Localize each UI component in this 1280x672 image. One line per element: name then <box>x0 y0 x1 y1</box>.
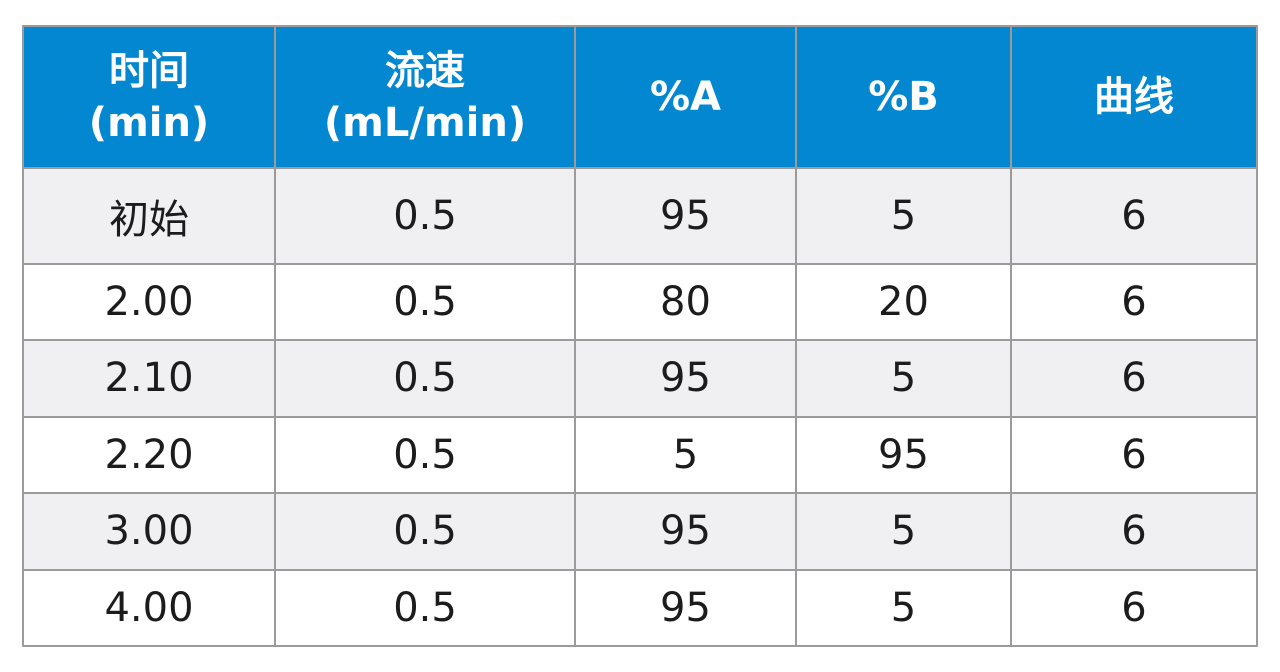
header-time-label: 时间 <box>109 48 189 94</box>
header-curve: 曲线 <box>1012 27 1256 167</box>
cell-percent-a: 95 <box>576 169 795 263</box>
cell-time: 初始 <box>24 169 274 263</box>
header-flow-rate-unit: (mL/min) <box>323 100 527 146</box>
gradient-table-container: 时间 (min) 流速 (mL/min) %A %B 曲线 <box>22 25 1258 647</box>
gradient-table: 时间 (min) 流速 (mL/min) %A %B 曲线 <box>22 25 1258 647</box>
cell-time: 2.20 <box>24 417 274 493</box>
cell-flow-rate: 0.5 <box>276 570 574 645</box>
cell-flow-rate: 0.5 <box>276 264 574 340</box>
cell-percent-b: 5 <box>797 494 1010 569</box>
table-row: 4.00 0.5 95 5 6 <box>24 570 1256 645</box>
table-row: 2.10 0.5 95 5 6 <box>24 341 1256 416</box>
header-row: 时间 (min) 流速 (mL/min) %A %B 曲线 <box>24 27 1256 167</box>
cell-percent-a: 95 <box>576 494 795 569</box>
table-row: 初始 0.5 95 5 6 <box>24 169 1256 263</box>
cell-flow-rate: 0.5 <box>276 169 574 263</box>
cell-flow-rate: 0.5 <box>276 341 574 416</box>
cell-curve: 6 <box>1012 264 1256 340</box>
table-row: 3.00 0.5 95 5 6 <box>24 494 1256 569</box>
cell-percent-b: 20 <box>797 264 1010 340</box>
header-percent-a: %A <box>576 27 795 167</box>
header-curve-label: 曲线 <box>1094 74 1174 120</box>
header-flow-rate-label: 流速 <box>385 48 465 94</box>
header-percent-b-label: %B <box>868 74 939 120</box>
table-row: 2.20 0.5 5 95 6 <box>24 417 1256 493</box>
cell-curve: 6 <box>1012 417 1256 493</box>
cell-time: 3.00 <box>24 494 274 569</box>
cell-curve: 6 <box>1012 494 1256 569</box>
cell-flow-rate: 0.5 <box>276 417 574 493</box>
cell-percent-a: 5 <box>576 417 795 493</box>
cell-percent-b: 5 <box>797 570 1010 645</box>
header-percent-b: %B <box>797 27 1010 167</box>
header-time: 时间 (min) <box>24 27 274 167</box>
cell-curve: 6 <box>1012 169 1256 263</box>
cell-flow-rate: 0.5 <box>276 494 574 569</box>
cell-curve: 6 <box>1012 570 1256 645</box>
header-time-unit: (min) <box>88 100 210 146</box>
header-percent-a-label: %A <box>649 74 722 120</box>
cell-percent-b: 95 <box>797 417 1010 493</box>
cell-percent-a: 95 <box>576 341 795 416</box>
cell-time: 4.00 <box>24 570 274 645</box>
cell-percent-a: 95 <box>576 570 795 645</box>
cell-percent-b: 5 <box>797 341 1010 416</box>
cell-percent-a: 80 <box>576 264 795 340</box>
cell-time: 2.00 <box>24 264 274 340</box>
header-flow-rate: 流速 (mL/min) <box>276 27 574 167</box>
cell-time: 2.10 <box>24 341 274 416</box>
cell-curve: 6 <box>1012 341 1256 416</box>
table-row: 2.00 0.5 80 20 6 <box>24 264 1256 340</box>
cell-percent-b: 5 <box>797 169 1010 263</box>
